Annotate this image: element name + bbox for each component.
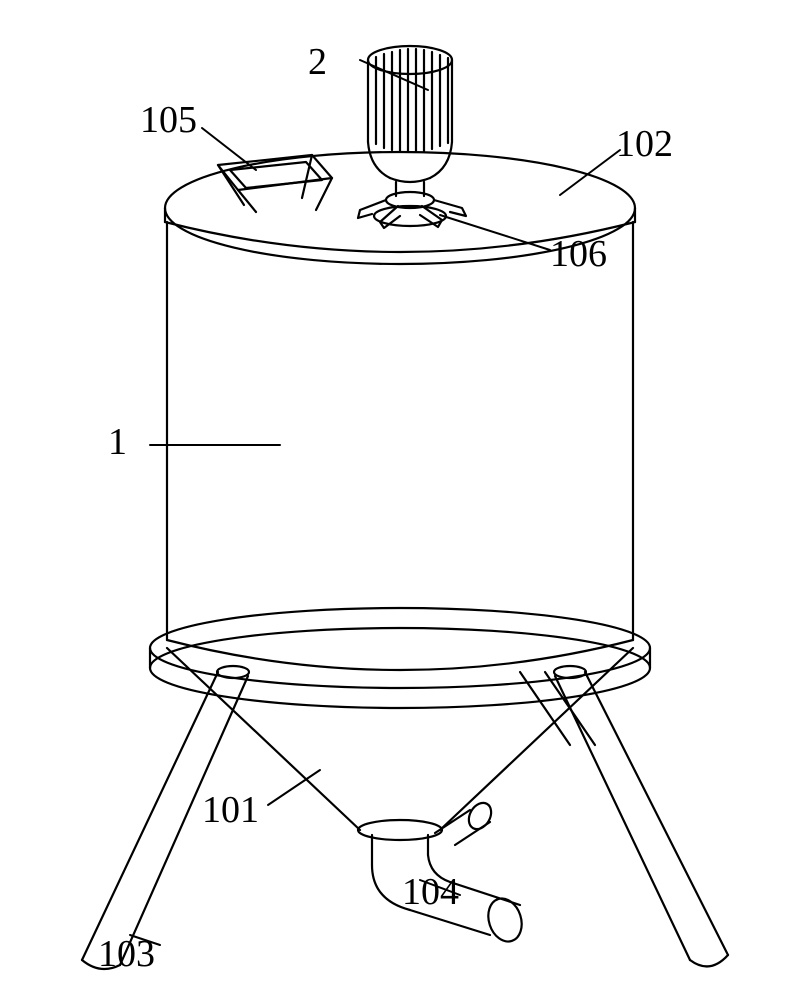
support-legs: [82, 666, 728, 969]
flange: [150, 608, 650, 708]
label-cone-bottom: 101: [202, 788, 259, 832]
label-motor: 2: [308, 40, 327, 84]
label-top-lid: 102: [616, 122, 673, 166]
label-support-leg: 103: [98, 932, 155, 976]
label-coupling: 106: [550, 232, 607, 276]
label-feed-hopper: 105: [140, 98, 197, 142]
label-outlet-pipe: 104: [402, 870, 459, 914]
coupling: [358, 192, 466, 228]
label-tank-body: 1: [108, 420, 127, 464]
feed-hopper: [218, 155, 332, 212]
technical-drawing: [0, 0, 805, 1000]
